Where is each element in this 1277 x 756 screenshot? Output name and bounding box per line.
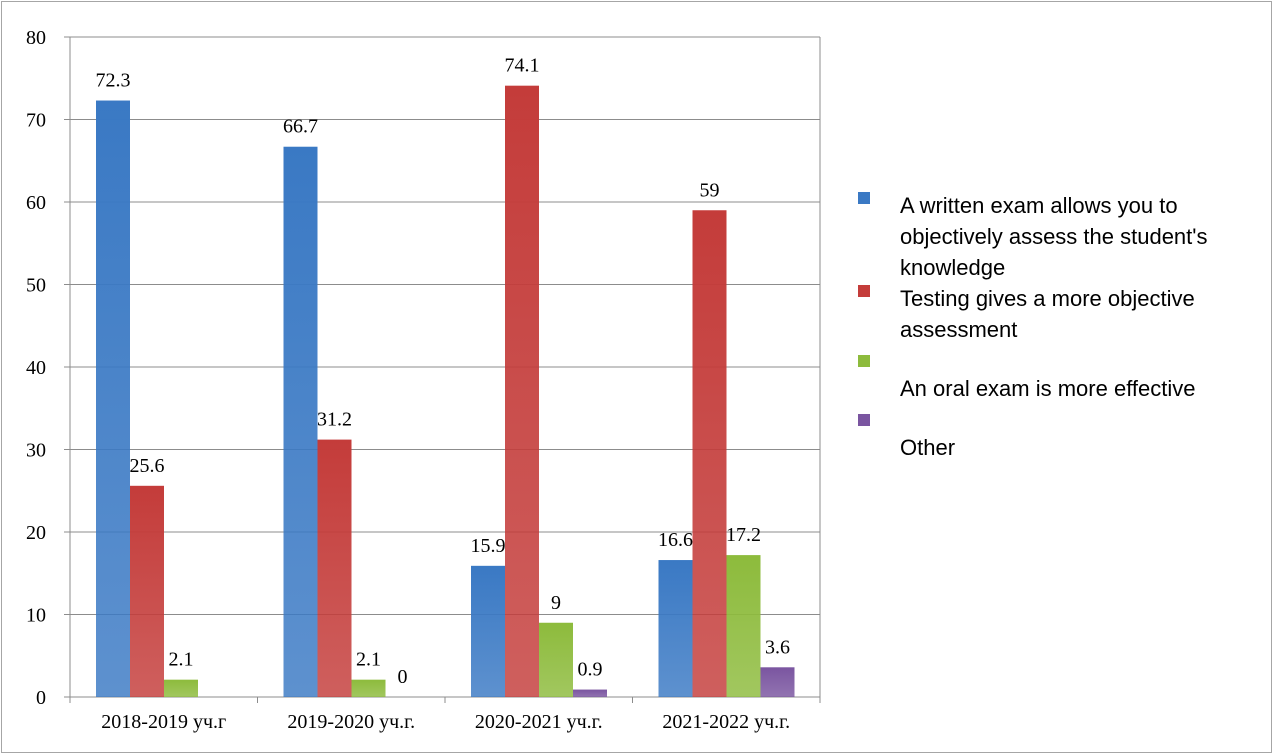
bar-1-1 (317, 439, 352, 697)
legend-swatch (858, 355, 870, 367)
bar-3-3 (760, 667, 795, 697)
legend-swatch (858, 285, 870, 297)
legend-item: Testing gives a more objective assessmen… (858, 283, 1263, 345)
y-tick-label: 80 (26, 27, 46, 49)
x-category-label: 2020-2021 уч.г. (475, 711, 603, 733)
x-category-label: 2019-2020 уч.г. (287, 711, 415, 733)
data-label: 2.1 (356, 649, 381, 671)
x-category-label: 2021-2022 уч.г. (662, 711, 790, 733)
bar-3-2 (573, 689, 607, 697)
bar-1-2 (505, 85, 539, 698)
legend-label: A written exam allows you to objectively… (900, 193, 1208, 280)
legend-swatch (858, 414, 870, 426)
data-label: 74.1 (505, 55, 540, 77)
data-label: 31.2 (317, 409, 352, 431)
bar-0-1 (283, 146, 318, 698)
y-tick-label: 30 (26, 440, 46, 462)
data-label: 72.3 (96, 70, 131, 92)
y-tick-label: 0 (36, 687, 46, 709)
y-tick-label: 70 (26, 110, 46, 132)
data-label: 66.7 (283, 116, 318, 138)
bar-2-3 (726, 555, 761, 697)
data-label: 16.6 (658, 529, 693, 551)
chart-legend: A written exam allows you to objectively… (858, 190, 1263, 463)
data-label: 9 (551, 592, 561, 614)
bar-2-2 (539, 622, 573, 697)
legend-item: Other (858, 414, 1263, 463)
data-label: 15.9 (471, 535, 506, 557)
legend-swatch (858, 192, 870, 204)
bar-1-0 (130, 485, 164, 697)
legend-label: Other (900, 435, 956, 460)
bar-0-0 (96, 100, 130, 697)
data-label: 2.1 (169, 649, 194, 671)
bar-0-2 (471, 565, 505, 697)
x-category-label: 2018-2019 уч.г (101, 711, 226, 733)
legend-label: Testing gives a more objective assessmen… (900, 286, 1195, 342)
data-label: 0 (398, 666, 408, 688)
bar-1-3 (692, 210, 727, 697)
bar-2-1 (351, 679, 386, 697)
data-label: 0.9 (578, 659, 603, 681)
legend-item: An oral exam is more effective (858, 355, 1263, 404)
bar-2-0 (164, 679, 198, 697)
data-label: 59 (700, 179, 720, 201)
y-tick-label: 60 (26, 192, 46, 214)
y-tick-label: 40 (26, 357, 46, 379)
data-label: 25.6 (130, 455, 165, 477)
y-tick-label: 50 (26, 275, 46, 297)
data-label: 17.2 (726, 524, 761, 546)
y-tick-label: 20 (26, 522, 46, 544)
y-tick-label: 10 (26, 605, 46, 627)
bar-0-3 (658, 560, 693, 697)
legend-item: A written exam allows you to objectively… (858, 190, 1263, 283)
data-label: 3.6 (765, 636, 790, 658)
legend-label: An oral exam is more effective (900, 376, 1196, 401)
